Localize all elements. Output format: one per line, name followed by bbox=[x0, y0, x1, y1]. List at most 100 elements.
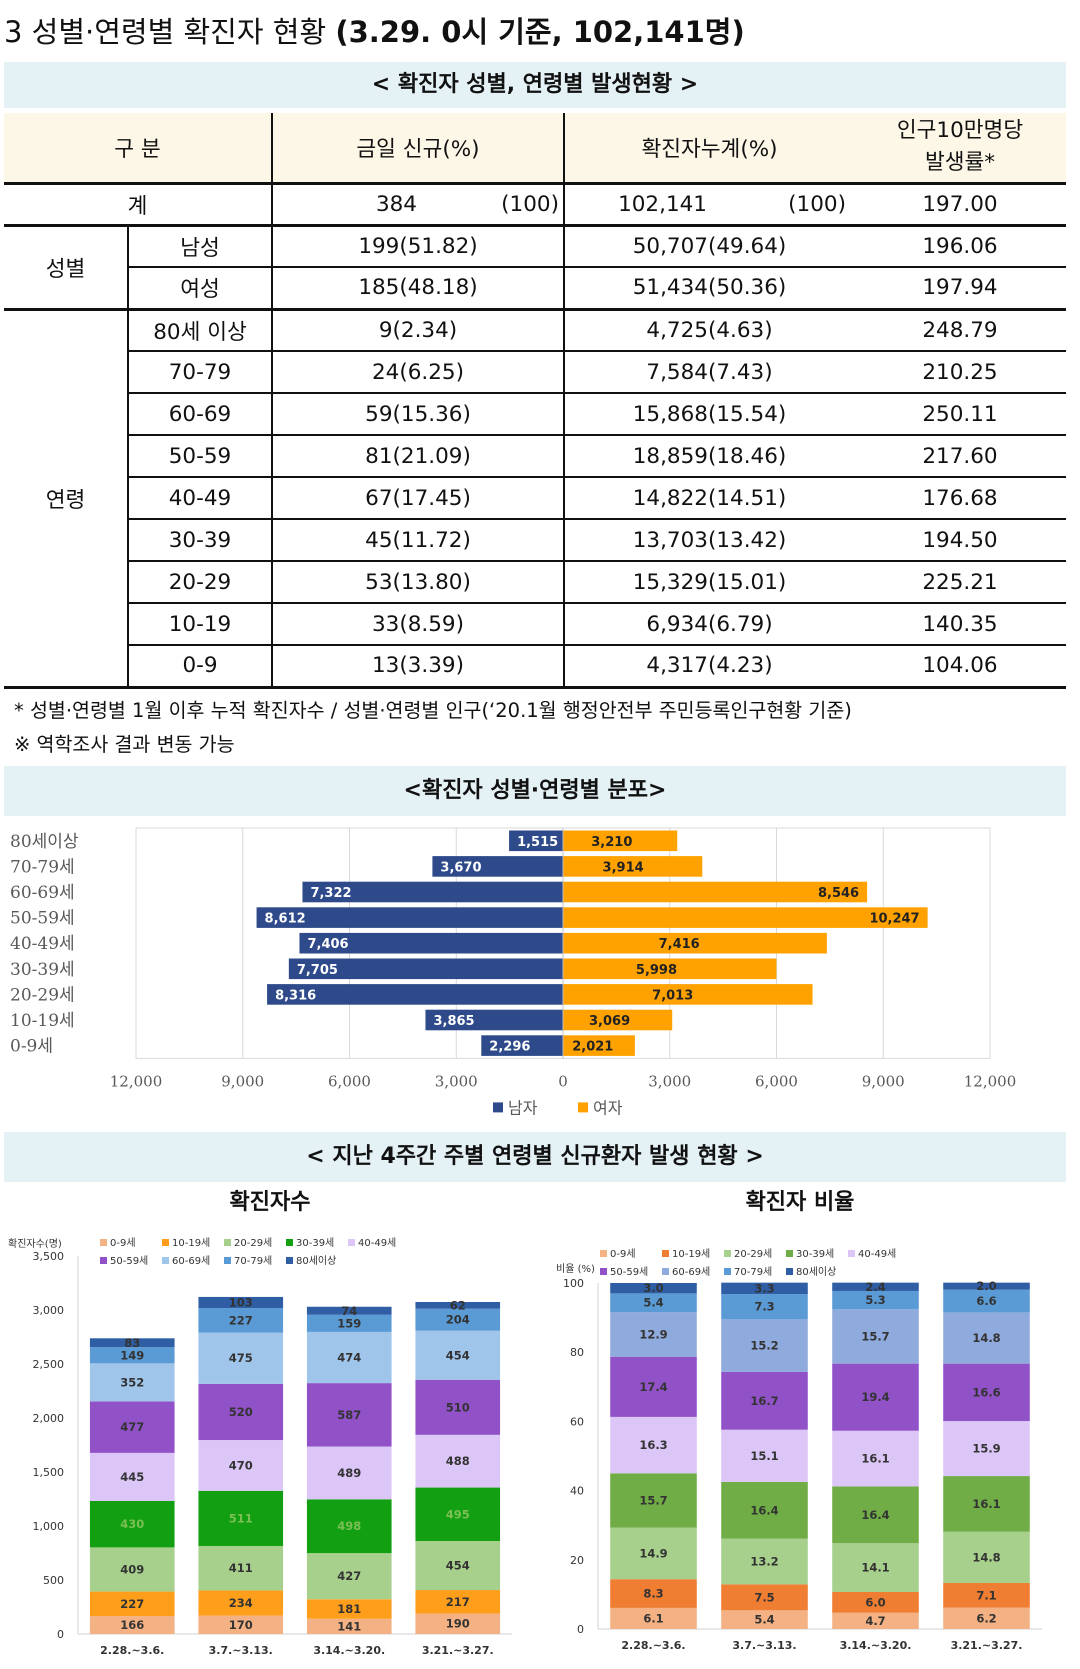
female-value-label: 3,069 bbox=[589, 1014, 630, 1029]
segment-value-label: 141 bbox=[337, 1619, 361, 1633]
row-rate: 196.06 bbox=[922, 233, 998, 259]
segment-value-label: 495 bbox=[446, 1507, 470, 1521]
row-cum: 4,317(4.23) bbox=[563, 645, 854, 687]
segment-value-label: 14.8 bbox=[972, 1550, 1000, 1564]
segment-value-label: 181 bbox=[337, 1602, 361, 1616]
row-label: 여성 bbox=[127, 267, 272, 309]
stack-segment bbox=[832, 1591, 919, 1613]
stack-segment bbox=[610, 1283, 697, 1294]
legend-swatch-male bbox=[493, 1102, 503, 1113]
x-tick-label: 12,000 bbox=[964, 1072, 1017, 1090]
legend-label: 40-49세 bbox=[858, 1248, 896, 1260]
stack-segment bbox=[198, 1332, 284, 1384]
y-tick-label: 100 bbox=[563, 1277, 584, 1290]
row-rate: 104.06 bbox=[922, 653, 998, 679]
segment-value-label: 7.3 bbox=[754, 1300, 774, 1314]
weekly-section-title: < 지난 4주간 주별 연령별 신규환자 발생 현황 > bbox=[4, 1132, 1066, 1182]
segment-value-label: 16.3 bbox=[639, 1438, 667, 1452]
legend-swatch bbox=[724, 1268, 731, 1275]
row-label: 남성 bbox=[127, 225, 272, 267]
legend-swatch bbox=[348, 1239, 355, 1246]
y-axis-title: 비율 (%) bbox=[556, 1263, 595, 1275]
header-category: 구 분 bbox=[4, 113, 272, 183]
legend-swatch bbox=[224, 1257, 231, 1264]
y-category-label: 80세이상 bbox=[10, 832, 79, 852]
row-cum: 18,859(18.46) bbox=[563, 435, 854, 477]
legend-swatch bbox=[600, 1268, 607, 1275]
row-rate: 176.68 bbox=[922, 485, 998, 511]
segment-value-label: 16.1 bbox=[861, 1452, 889, 1466]
segment-value-label: 204 bbox=[446, 1313, 470, 1327]
segment-value-label: 15.7 bbox=[861, 1329, 889, 1343]
stack-segment bbox=[610, 1607, 697, 1629]
stack-segment bbox=[610, 1416, 697, 1474]
segment-value-label: 475 bbox=[229, 1351, 253, 1365]
stack-segment bbox=[89, 1338, 175, 1348]
stack-segment bbox=[610, 1527, 697, 1580]
segment-value-label: 474 bbox=[337, 1351, 361, 1365]
segment-value-label: 411 bbox=[229, 1561, 253, 1575]
legend-swatch bbox=[100, 1239, 107, 1246]
stack-segment bbox=[198, 1308, 284, 1333]
segment-value-label: 190 bbox=[446, 1617, 470, 1631]
segment-value-label: 6.6 bbox=[976, 1294, 996, 1308]
segment-value-label: 5.3 bbox=[865, 1293, 885, 1307]
y-category-label: 20-29세 bbox=[10, 985, 75, 1005]
legend-swatch bbox=[848, 1250, 855, 1257]
legend-label: 80세이상 bbox=[296, 1255, 336, 1267]
female-value-label: 3,914 bbox=[603, 860, 644, 875]
segment-value-label: 6.0 bbox=[865, 1595, 885, 1609]
female-bar bbox=[563, 958, 777, 980]
male-bar bbox=[288, 958, 563, 980]
y-tick-label: 80 bbox=[570, 1346, 584, 1359]
x-category-label: 2.28.~3.6. bbox=[621, 1639, 685, 1652]
segment-value-label: 2.4 bbox=[865, 1280, 885, 1294]
female-bar bbox=[563, 907, 928, 928]
male-value-label: 7,322 bbox=[310, 886, 351, 901]
row-rate: 210.25 bbox=[922, 359, 998, 385]
row-label: 10-19 bbox=[127, 603, 272, 645]
age-group-label: 연령 bbox=[45, 487, 86, 513]
y-tick-label: 0 bbox=[57, 1628, 64, 1641]
female-bar bbox=[563, 830, 678, 852]
stack-segment bbox=[415, 1330, 501, 1380]
stack-segment bbox=[832, 1309, 919, 1364]
female-bar bbox=[563, 881, 868, 903]
legend-label: 30-39세 bbox=[296, 1237, 334, 1249]
row-label: 80세 이상 bbox=[127, 309, 272, 351]
row-rate: 225.21 bbox=[922, 569, 998, 595]
table-row: 연령 80세 이상 9(2.34) 4,725(4.63) 248.79 bbox=[4, 309, 1066, 513]
row-cum: 4,725(4.63) bbox=[563, 309, 854, 351]
segment-value-label: 16.6 bbox=[972, 1385, 1000, 1399]
female-value-label: 5,998 bbox=[636, 963, 677, 978]
stack-segment bbox=[306, 1618, 392, 1634]
row-cum: 15,868(15.54) bbox=[563, 393, 854, 435]
legend-label: 70-79세 bbox=[734, 1266, 772, 1278]
row-label: 60-69 bbox=[127, 393, 272, 435]
row-new: 33(8.59) bbox=[271, 603, 564, 645]
stack-segment bbox=[415, 1308, 501, 1331]
legend-swatch bbox=[600, 1250, 607, 1257]
section-heading: 3 성별·연령별 확진자 현황 (3.29. 0시 기준, 102,141명) bbox=[4, 15, 745, 49]
legend-label-female: 여자 bbox=[593, 1098, 623, 1117]
row-new: 13(3.39) bbox=[271, 645, 564, 687]
stack-segment bbox=[415, 1379, 501, 1435]
x-category-label: 3.14.~3.20. bbox=[840, 1639, 912, 1652]
row-rate: 197.94 bbox=[922, 275, 998, 301]
stack-segment bbox=[943, 1582, 1030, 1608]
male-value-label: 3,670 bbox=[440, 860, 481, 875]
segment-value-label: 227 bbox=[120, 1597, 144, 1611]
segment-value-label: 587 bbox=[337, 1408, 361, 1422]
female-value-label: 3,210 bbox=[591, 835, 632, 850]
row-label: 0-9 bbox=[127, 645, 272, 687]
table-row: 0-9 13(3.39) 4,317(4.23) 104.06 bbox=[4, 645, 1066, 687]
y-tick-label: 2,500 bbox=[33, 1358, 65, 1371]
segment-value-label: 14.8 bbox=[972, 1331, 1000, 1345]
stack-segment bbox=[832, 1363, 919, 1431]
x-tick-label: 6,000 bbox=[328, 1072, 371, 1090]
total-label: 계 bbox=[127, 193, 148, 219]
stack-segment bbox=[415, 1302, 501, 1309]
stack-segment bbox=[306, 1446, 392, 1500]
legend-label: 20-29세 bbox=[734, 1248, 772, 1260]
header-rate: 인구10만명당 발생률* bbox=[854, 113, 1066, 183]
